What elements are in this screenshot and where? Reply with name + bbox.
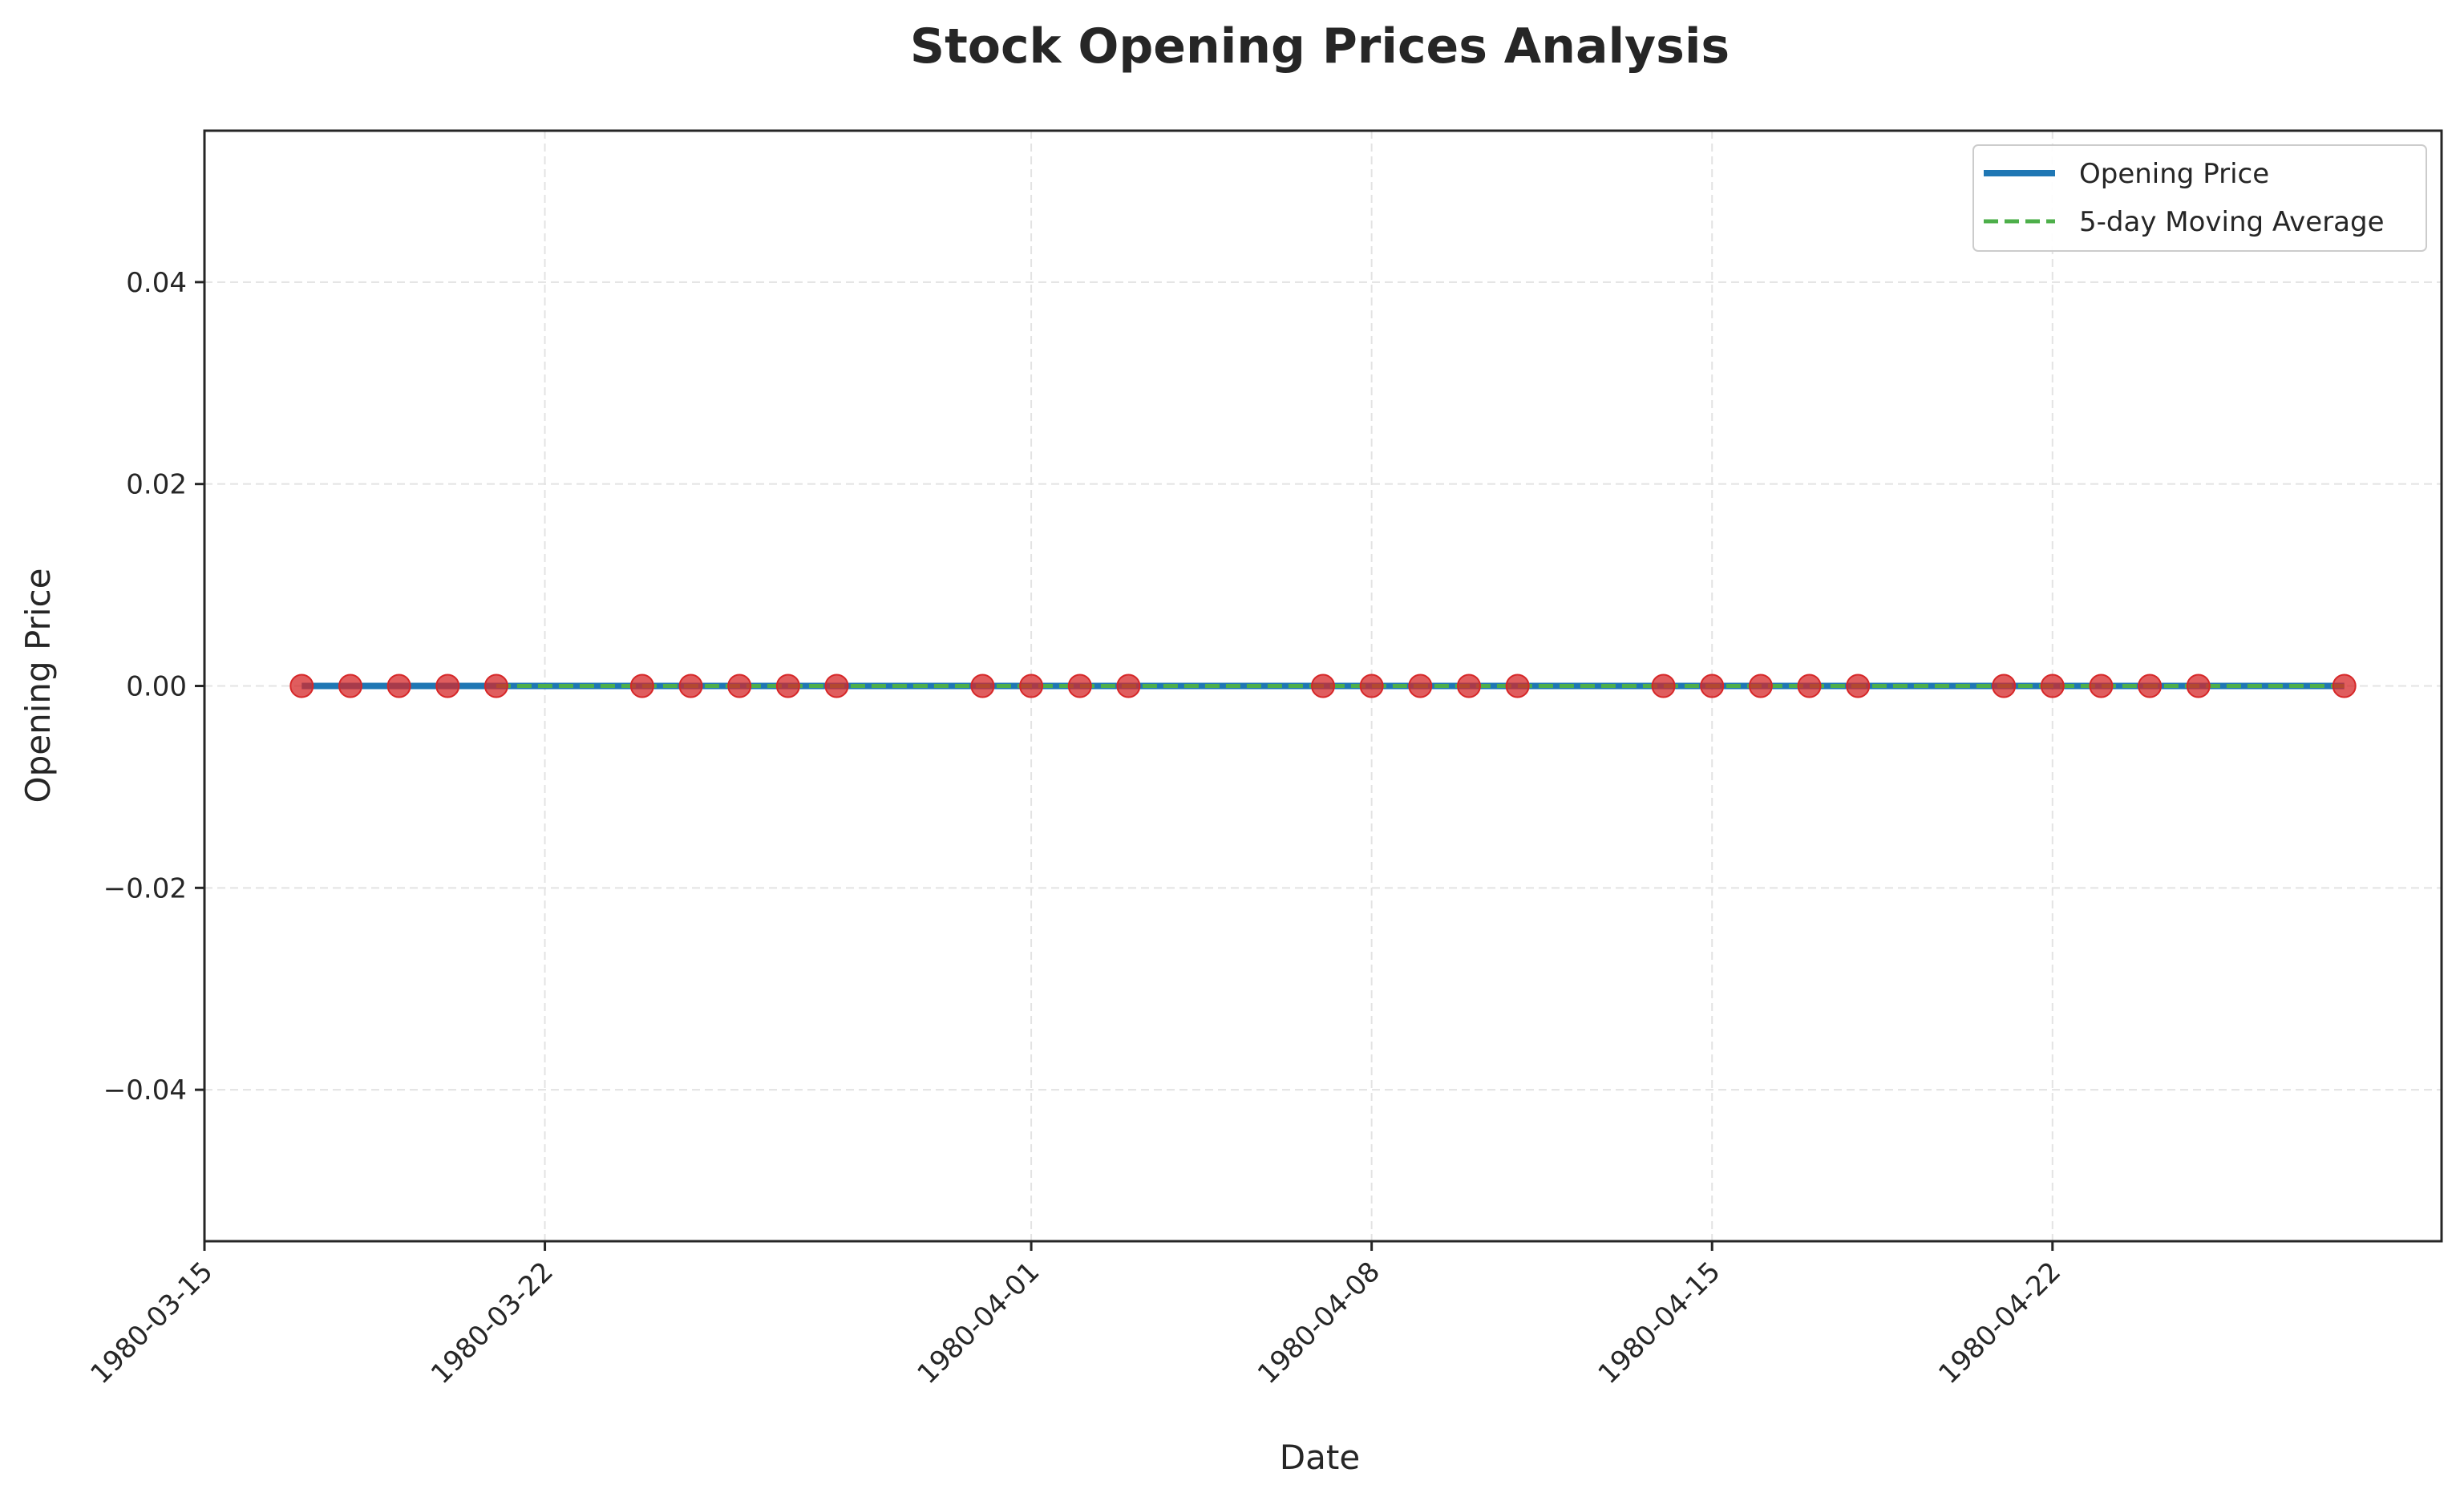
data-point-marker (386, 674, 411, 698)
data-point-marker (1505, 674, 1530, 698)
data-point-marker (775, 674, 800, 698)
data-point-marker (1311, 674, 1335, 698)
x-axis-label: Date (1280, 1438, 1360, 1477)
data-point-marker (629, 674, 654, 698)
data-point-marker (1846, 674, 1871, 698)
data-point-marker (1748, 674, 1773, 698)
data-point-marker (1408, 674, 1433, 698)
data-point-marker (2138, 674, 2163, 698)
legend-label-opening-price: Opening Price (2079, 158, 2269, 190)
data-point-marker (338, 674, 362, 698)
x-tick-label: 1980-04-08 (1252, 1256, 1386, 1390)
data-point-marker (435, 674, 460, 698)
y-tick-label: 0.02 (126, 469, 187, 501)
data-point-marker (678, 674, 703, 698)
y-tick-label: −0.04 (103, 1074, 187, 1107)
plot-series (289, 674, 2357, 698)
legend-label-moving-average: 5-day Moving Average (2079, 206, 2385, 238)
axis-ticks: 1980-03-15 1980-03-22 1980-04-01 1980-04-08… (84, 267, 2067, 1390)
x-tick-label: 1980-03-15 (84, 1256, 219, 1390)
data-point-marker (970, 674, 995, 698)
chart-title: Stock Opening Prices Analysis (910, 18, 1730, 75)
data-point-marker (2332, 674, 2357, 698)
data-point-marker (2089, 674, 2114, 698)
x-tick-label: 1980-04-22 (1932, 1256, 2067, 1390)
data-point-marker (483, 674, 508, 698)
y-tick-label: 0.04 (126, 267, 187, 299)
data-point-marker (1116, 674, 1141, 698)
data-point-marker (1359, 674, 1384, 698)
legend-box (1972, 144, 2427, 252)
y-tick-label: 0.00 (126, 671, 187, 703)
y-axis-label: Opening Price (18, 568, 58, 803)
data-point-marker (1992, 674, 2017, 698)
x-tick-label: 1980-04-15 (1592, 1256, 1727, 1390)
data-point-marker (1456, 674, 1481, 698)
data-point-marker (1797, 674, 1822, 698)
legend: Opening Price 5-day Moving Average (1972, 144, 2427, 252)
data-point-marker (2186, 674, 2211, 698)
data-point-marker (289, 674, 314, 698)
data-point-marker (2040, 674, 2065, 698)
x-tick-label: 1980-04-01 (911, 1256, 1046, 1390)
data-point-marker (824, 674, 849, 698)
y-tick-label: −0.02 (103, 872, 187, 904)
data-point-marker (1019, 674, 1044, 698)
data-point-marker (1700, 674, 1725, 698)
x-tick-label: 1980-03-22 (425, 1256, 560, 1390)
data-point-marker (727, 674, 752, 698)
data-point-marker (1067, 674, 1092, 698)
data-point-marker (1651, 674, 1676, 698)
